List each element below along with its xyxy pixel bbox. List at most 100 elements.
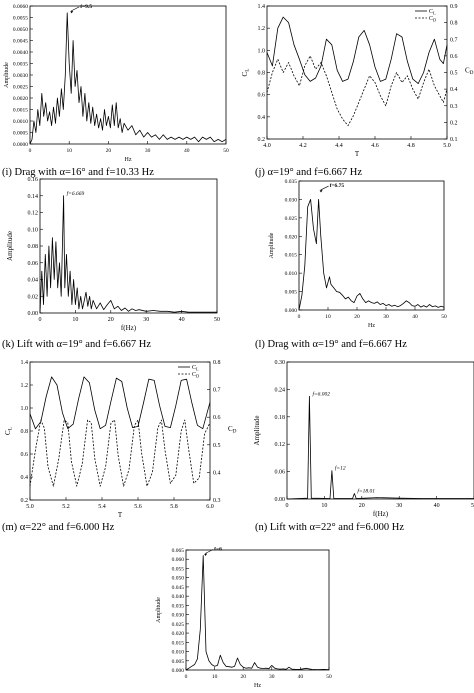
y-tick-label: 0.12: [275, 442, 286, 448]
y-tick-label: 1.4: [21, 360, 29, 366]
chart-i: 0 10 20 30 40 50 0.0000 0.0005 0.0010 0.0015 0.002…: [4, 4, 229, 163]
x-tick-label: 50: [471, 503, 474, 509]
x-tick-label: 0: [29, 148, 32, 154]
y-tick-label: 0.020: [172, 631, 185, 637]
annotation-arrowhead: [319, 190, 323, 193]
y-axis-label: Amplitude: [6, 231, 14, 261]
x-axis-label: Hz: [125, 157, 132, 163]
x-tick-label: 50: [214, 317, 220, 323]
chart-panel-i: 0 10 20 30 40 50 0.0000 0.0005 0.0010 0.0015 0.002…: [0, 0, 237, 163]
y-tick-label: 0.18: [275, 415, 286, 421]
x-tick-label: 5.0: [443, 143, 451, 149]
y-tick-label: 1.2: [21, 383, 29, 389]
y-tick-label: 0.0015: [13, 108, 28, 114]
legend-label: CL: [192, 365, 199, 372]
x-tick-label: 4.6: [371, 143, 379, 149]
y2-tick-label: 0.3: [213, 498, 221, 504]
x-tick-label: 5.4: [98, 504, 106, 510]
y2-tick-label: 0.9: [450, 4, 458, 10]
y-tick-label: 0.06: [275, 470, 286, 476]
y2-tick-label: 0.6: [213, 415, 221, 421]
y-tick-label: 0.010: [172, 650, 185, 656]
x-tick-label: 30: [269, 674, 275, 680]
y-tick-label: 0.010: [285, 271, 298, 277]
x-axis-label: T: [355, 150, 360, 158]
x-axis-label: f(Hz): [121, 324, 137, 332]
y-tick-label: 0.2: [21, 498, 29, 504]
y-tick-label: 0.035: [172, 603, 185, 609]
y2-tick-label: 0.1: [450, 137, 458, 143]
caption-k: (k) Lift with α=19° and f=6.667 Hz: [2, 339, 151, 350]
y-tick-label: 0.0045: [13, 39, 28, 45]
y2-axis-label: CD: [465, 67, 474, 77]
series-line-0: [29, 12, 227, 145]
x-tick-label: 20: [240, 674, 246, 680]
chart-k: 0 10 20 30 40 50 0.00 0.02 0.04 0.06 0.08 0.10 0.12 0…: [6, 177, 220, 332]
y-tick-label: 0.015: [172, 640, 185, 646]
x-tick-label: 0: [39, 317, 42, 323]
legend-label: CL: [429, 9, 436, 16]
caption-n: (n) Lift with α=22° and f=6.000 Hz: [255, 522, 404, 533]
x-tick-label: 6.0: [206, 504, 214, 510]
y-tick-label: 0.030: [285, 197, 298, 203]
x-axis-label: Hz: [254, 683, 261, 689]
y-tick-label: 0.2: [258, 137, 266, 143]
y-tick-label: 0.020: [285, 234, 298, 240]
y2-tick-label: 0.8: [450, 21, 458, 27]
annotation-label: f=6.669: [67, 190, 85, 197]
y2-tick-label: 0.7: [213, 388, 221, 394]
chart-o: 0 10 20 30 40 50 0.000 0.005 0.010 0.015 0.020 0.02…: [156, 547, 332, 689]
x-tick-label: 20: [354, 314, 360, 320]
plot-frame: [298, 180, 445, 311]
y2-tick-label: 0.6: [450, 54, 458, 60]
annotation-arrow: [320, 185, 329, 191]
chart-panel-l: 0 10 20 30 40 50 0.000 0.005 0.010 0.015 0.020 0.02…: [237, 173, 474, 348]
y-tick-label: 0.0020: [13, 96, 28, 102]
x-tick-label: 4.8: [407, 143, 415, 149]
y-tick-label: 0.0000: [13, 142, 28, 148]
series-line-0: [298, 199, 445, 311]
x-axis-label: Hz: [368, 323, 375, 329]
chart-panel-m: 5.0 5.2 5.4 5.6 5.8 6.0 0.2 0.4 0.6 0.8 1.0 1.2 1.4 0…: [0, 352, 237, 522]
annotation-label: f=9.5: [80, 4, 92, 10]
annotation-arrow: [205, 549, 214, 554]
chart-panel-o: 0 10 20 30 40 50 0.000 0.005 0.010 0.015 0.020 0.02…: [150, 540, 340, 693]
x-axis-label: T: [118, 511, 123, 519]
y-tick-label: 0.045: [172, 585, 185, 591]
x-tick-label: 30: [145, 148, 151, 154]
annotation-label: f=6.002: [312, 390, 330, 397]
plot-frame: [266, 5, 448, 140]
y-tick-label: 0.000: [285, 308, 298, 314]
chart-panel-n: 0 10 20 30 40 50 0.00 0.06 0.12 0.18 0.24 0.30 f(Hz)…: [237, 352, 474, 522]
x-tick-label: 0: [298, 314, 301, 320]
y-tick-label: 0.0035: [13, 62, 28, 68]
y-tick-label: 0.4: [258, 115, 266, 121]
x-tick-label: 4.2: [299, 143, 307, 149]
y-tick-label: 0.02: [28, 294, 39, 300]
y-tick-label: 0.00: [275, 497, 286, 503]
y-tick-label: 0.4: [21, 475, 29, 481]
x-tick-label: 5.6: [134, 504, 142, 510]
x-tick-label: 10: [212, 674, 218, 680]
y-tick-label: 0.025: [285, 216, 298, 222]
y2-tick-label: 0.2: [450, 120, 458, 126]
y-tick-label: 0.08: [28, 244, 39, 250]
y-tick-label: 0.04: [28, 278, 39, 284]
x-tick-label: 50: [326, 674, 332, 680]
y2-tick-label: 0.4: [450, 87, 458, 93]
x-tick-label: 10: [321, 503, 327, 509]
x-tick-label: 10: [72, 317, 78, 323]
y2-tick-label: 0.5: [213, 443, 221, 449]
legend-label: CD: [429, 16, 437, 23]
annotation-label: f=18.01: [357, 488, 375, 495]
y-tick-label: 0.065: [172, 548, 185, 554]
annotation-arrowhead: [204, 553, 208, 557]
annotation-arrow: [71, 6, 80, 12]
plot-frame: [39, 178, 218, 314]
series-line-cd: [266, 55, 448, 127]
x-tick-label: 30: [383, 314, 389, 320]
x-axis-label: f(Hz): [373, 510, 389, 518]
series-line-cd: [29, 419, 211, 487]
y-axis-label: Amplitude: [253, 416, 261, 446]
x-tick-label: 5.8: [170, 504, 178, 510]
